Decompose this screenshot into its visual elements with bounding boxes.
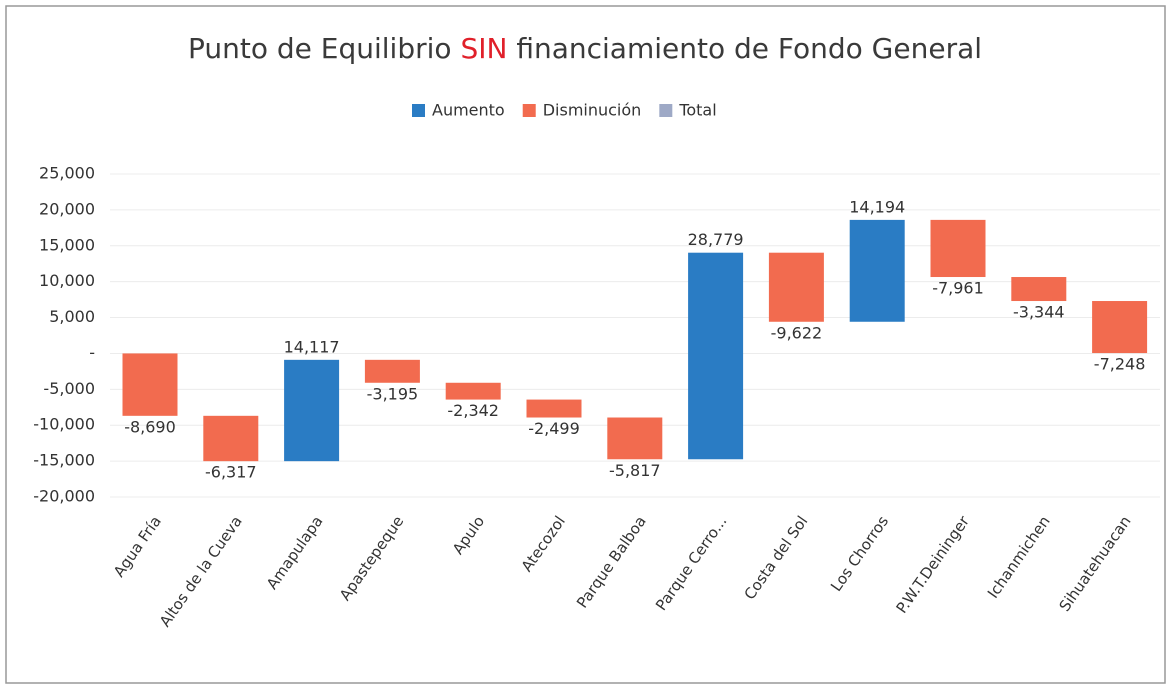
data-label: -7,248 <box>1094 355 1146 374</box>
y-tick-label: 5,000 <box>49 307 95 326</box>
bar <box>930 219 986 278</box>
legend-swatch <box>522 104 536 117</box>
bar <box>445 382 501 400</box>
bar <box>1092 301 1148 354</box>
y-tick-label: -5,000 <box>43 379 95 398</box>
data-label: -7,961 <box>932 279 984 298</box>
data-label: -3,195 <box>367 384 419 403</box>
y-tick-label: 25,000 <box>39 164 95 183</box>
bar <box>849 219 905 322</box>
y-tick-label: - <box>89 343 95 362</box>
bar <box>364 359 420 383</box>
chart-border <box>5 5 1166 684</box>
bar <box>122 353 178 416</box>
data-label: -8,690 <box>124 417 176 436</box>
y-tick-label: 15,000 <box>39 235 95 254</box>
bar <box>284 359 340 462</box>
y-tick-label: -15,000 <box>33 451 95 470</box>
data-label: -2,499 <box>528 419 580 438</box>
y-tick-label: 10,000 <box>39 271 95 290</box>
bar <box>688 252 744 460</box>
title-part: SIN <box>460 32 507 65</box>
legend-label: Total <box>678 101 716 120</box>
legend-label: Aumento <box>432 101 505 120</box>
legend-swatch <box>659 104 673 117</box>
data-label: -2,342 <box>447 401 499 420</box>
bar <box>526 399 582 418</box>
legend-swatch <box>412 104 425 117</box>
bar <box>203 415 259 462</box>
y-tick-label: -10,000 <box>33 415 95 434</box>
y-tick-label: 20,000 <box>39 199 95 218</box>
bar <box>768 252 824 322</box>
data-label: 14,194 <box>849 197 905 216</box>
data-label: -9,622 <box>771 323 823 342</box>
chart-title: Punto de Equilibrio SIN financiamiento d… <box>188 32 982 65</box>
data-label: 14,117 <box>284 337 340 356</box>
title-part: financiamiento de Fondo General <box>507 32 982 65</box>
data-label: -6,317 <box>205 463 257 482</box>
bar <box>1011 277 1067 302</box>
data-label: 28,779 <box>688 230 744 249</box>
data-label: -5,817 <box>609 461 661 480</box>
y-tick-label: -20,000 <box>33 487 95 506</box>
data-label: -3,344 <box>1013 303 1065 322</box>
legend-label: Disminución <box>543 101 642 120</box>
legend: Aumento Disminución Total <box>412 101 717 120</box>
title-part: Punto de Equilibrio <box>188 32 460 65</box>
bar <box>607 417 663 460</box>
